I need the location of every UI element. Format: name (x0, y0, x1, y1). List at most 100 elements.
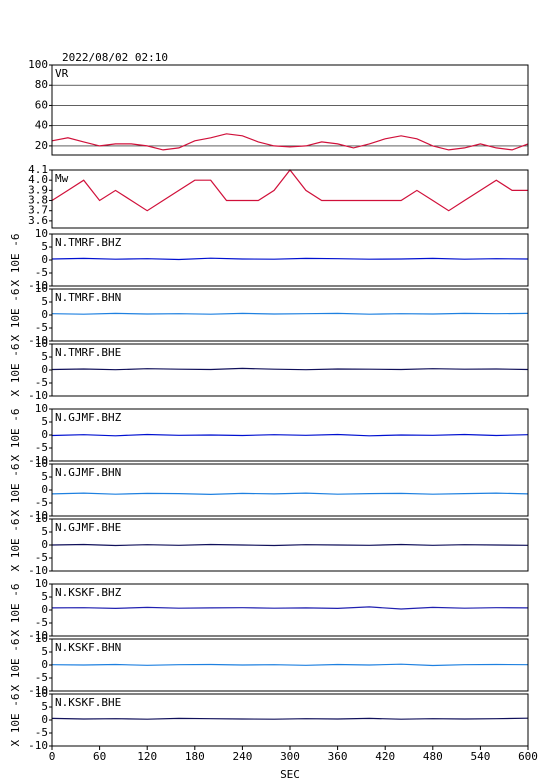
y-tick-label: 80 (35, 78, 48, 91)
y-tick-label: 4.0 (28, 173, 48, 186)
panel-label: VR (55, 67, 69, 80)
y-tick-label: 10 (35, 687, 48, 700)
y-tick-label: -5 (35, 266, 48, 279)
y-tick-label: -5 (35, 551, 48, 564)
panel-label: N.GJMF.BHZ (55, 411, 122, 424)
y-tick-label: 0 (41, 308, 48, 321)
x-tick-label: 540 (470, 750, 490, 763)
y-tick-label: -10 (28, 684, 48, 697)
x-tick-label: 120 (137, 750, 157, 763)
y-tick-label: -5 (35, 376, 48, 389)
series-line (51, 133, 529, 151)
y-tick-label: 0 (41, 713, 48, 726)
y-axis-label: X 10E -6 (9, 289, 22, 342)
y-axis-label: X 10E -6 (9, 694, 22, 747)
y-axis-label: X 10E -6 (9, 409, 22, 462)
series-line (51, 367, 529, 371)
x-tick-label: 300 (280, 750, 300, 763)
y-tick-label: 10 (35, 337, 48, 350)
y-tick-label: 3.9 (28, 183, 48, 196)
series-line (51, 663, 529, 667)
panel-frame (51, 693, 529, 747)
panel-frame (51, 343, 529, 397)
y-tick-label: 5 (41, 590, 48, 603)
y-tick-label: 10 (35, 577, 48, 590)
y-tick-label: -5 (35, 726, 48, 739)
x-axis-label: SEC (280, 768, 300, 781)
y-tick-label: 0 (41, 603, 48, 616)
series-line (51, 606, 529, 610)
y-axis-label: X 10E -6 (9, 584, 22, 637)
y-tick-label: 3.8 (28, 194, 48, 207)
y-tick-label: -5 (35, 616, 48, 629)
x-tick-label: 420 (375, 750, 395, 763)
panel-label: N.KSKF.BHE (55, 696, 121, 709)
y-tick-label: 0 (41, 253, 48, 266)
series-line (51, 433, 529, 437)
x-tick-label: 480 (423, 750, 443, 763)
y-tick-label: 3.7 (28, 204, 48, 217)
y-tick-label: 60 (35, 98, 48, 111)
panel-frame (51, 408, 529, 462)
panel-frame (51, 169, 529, 229)
y-tick-label: 100 (28, 58, 48, 71)
panel-frame (51, 288, 529, 342)
y-tick-label: 0 (41, 538, 48, 551)
y-tick-label: -10 (28, 564, 48, 577)
y-tick-label: -10 (28, 509, 48, 522)
x-tick-label: 180 (185, 750, 205, 763)
panel-label: N.TMRF.BHN (55, 291, 121, 304)
y-tick-label: 10 (35, 402, 48, 415)
panel-label: N.TMRF.BHZ (55, 236, 122, 249)
y-tick-label: -10 (28, 739, 48, 752)
panel-label: N.KSKF.BHN (55, 641, 121, 654)
panel-frame (51, 233, 529, 287)
y-tick-label: 0 (41, 428, 48, 441)
y-tick-label: -10 (28, 334, 48, 347)
series-line (51, 492, 529, 496)
y-tick-label: 5 (41, 470, 48, 483)
y-tick-label: 0 (41, 483, 48, 496)
panel-label: N.GJMF.BHE (55, 521, 121, 534)
x-tick-label: 0 (49, 750, 56, 763)
y-axis-label: X 10E -6 (9, 234, 22, 287)
y-tick-label: 10 (35, 227, 48, 240)
y-tick-label: 10 (35, 632, 48, 645)
panel-label: N.TMRF.BHE (55, 346, 121, 359)
y-tick-label: 4.1 (28, 163, 48, 176)
y-axis-label: X 10E -6 (9, 519, 22, 572)
y-tick-label: -10 (28, 389, 48, 402)
series-line (51, 717, 529, 720)
y-tick-label: 5 (41, 240, 48, 253)
y-tick-label: 20 (35, 139, 48, 152)
y-tick-label: 0 (41, 658, 48, 671)
panel-label: Mw (55, 172, 69, 185)
series-line (51, 257, 529, 261)
y-tick-label: -10 (28, 454, 48, 467)
y-tick-label: 10 (35, 282, 48, 295)
y-tick-label: -10 (28, 629, 48, 642)
y-tick-label: 5 (41, 295, 48, 308)
y-axis-label: X 10E -6 (9, 464, 22, 517)
chart-title: 2022/08/02 02:10 (62, 51, 168, 64)
series-line (51, 169, 528, 212)
y-tick-label: -5 (35, 441, 48, 454)
y-tick-label: 5 (41, 645, 48, 658)
panel-label: N.GJMF.BHN (55, 466, 121, 479)
panel-frame (51, 583, 529, 637)
y-axis-label: X 10E -6 (9, 344, 22, 397)
y-tick-label: 5 (41, 700, 48, 713)
panel-frame (51, 518, 529, 572)
panel-label: N.KSKF.BHZ (55, 586, 122, 599)
y-tick-label: -5 (35, 496, 48, 509)
x-tick-label: 360 (328, 750, 348, 763)
panel-frame (51, 638, 529, 692)
y-axis-label: X 10E -6 (9, 639, 22, 692)
y-tick-label: 5 (41, 415, 48, 428)
y-tick-label: 5 (41, 350, 48, 363)
y-tick-label: -5 (35, 671, 48, 684)
series-line (51, 543, 529, 547)
y-tick-label: 10 (35, 512, 48, 525)
y-tick-label: 3.6 (28, 214, 48, 227)
